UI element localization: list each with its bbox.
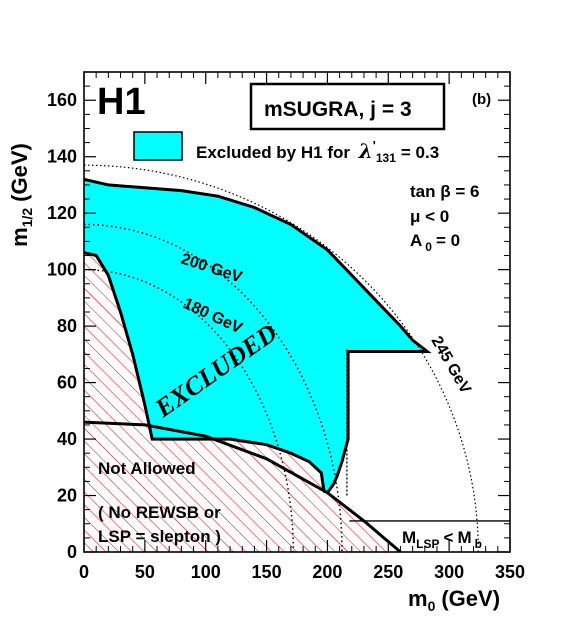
x-tick-label: 150 <box>252 562 282 582</box>
y-tick-label: 80 <box>57 316 77 336</box>
contour-245-gev <box>84 164 479 552</box>
h1-logo: H1 <box>97 81 146 123</box>
y-tick-label: 20 <box>57 486 77 506</box>
mlsp-lt: < <box>444 528 454 547</box>
legend-swatch <box>133 131 183 161</box>
mlsp-main: M <box>402 528 416 547</box>
y-tick-label: 120 <box>47 203 77 223</box>
y-tick-label: 140 <box>47 147 77 167</box>
y-tick-label: 0 <box>67 542 77 562</box>
not-allowed-boundary <box>84 251 327 494</box>
mlsp-main2: M <box>457 528 471 547</box>
y-axis-title-main: m <box>7 227 32 247</box>
no-rewsb-line2: LSP = slepton ) <box>98 527 221 546</box>
legend-lambda: λ <box>358 139 373 163</box>
legend-label: Excluded by H1 for λ'131 = 0.3 <box>196 138 439 165</box>
x-tick-label: 100 <box>191 562 221 582</box>
param-tanb: tan β = 6 <box>410 182 479 201</box>
excluded-boundary <box>84 177 432 494</box>
y-tick-label: 100 <box>47 260 77 280</box>
y-axis-title-sub: 1/2 <box>19 208 35 228</box>
x-tick-label: 200 <box>312 562 342 582</box>
contour-label-245: 245 GeV <box>428 334 474 397</box>
model-box <box>249 82 446 131</box>
param-a0: A 0 = 0 <box>410 231 460 254</box>
y-tick-label: 60 <box>57 373 77 393</box>
x-tick-label: 0 <box>79 562 89 582</box>
legend-label-prefix: Excluded by H1 for <box>196 143 350 162</box>
legend-lambda-sub: 131 <box>376 151 396 165</box>
model-box-label: mSUGRA, j = 3 <box>264 98 412 121</box>
param-a0-sub: 0 <box>425 240 432 254</box>
x-axis-title-unit: (GeV) <box>441 586 500 611</box>
param-mu: μ < 0 <box>410 207 449 226</box>
legend-label-suffix: = 0.3 <box>401 143 439 162</box>
x-axis-title: m0 (GeV) <box>408 586 500 614</box>
x-tick-label: 50 <box>135 562 155 582</box>
y-tick-label: 160 <box>47 90 77 110</box>
y-tick-label: 40 <box>57 429 77 449</box>
not-allowed-label: Not Allowed <box>98 459 196 478</box>
mlsp-sub: LSP <box>416 537 439 551</box>
mlsp-sub2: b <box>475 537 482 551</box>
x-axis-title-sub: 0 <box>428 598 436 614</box>
axis-ticks: 0 50 100 150 200 250 300 350 0 20 40 60 80 100 120 140 1… <box>47 71 525 582</box>
legend-lambda-prime: ' <box>373 138 376 153</box>
x-axis-title-main: m <box>408 586 428 611</box>
x-tick-label: 350 <box>495 562 525 582</box>
region-boundaries <box>84 177 510 552</box>
param-a0-value: = 0 <box>436 231 460 250</box>
contour-180-gev <box>84 268 295 552</box>
param-a0-main: A <box>410 231 422 250</box>
x-tick-label: 300 <box>434 562 464 582</box>
no-rewsb-line1: ( No REWSB or <box>98 503 221 522</box>
panel-tag: (b) <box>472 91 491 108</box>
excluded-region <box>84 179 428 493</box>
y-axis-title-unit: (GeV) <box>7 143 32 202</box>
x-tick-label: 250 <box>373 562 403 582</box>
y-axis-title: m1/2 (GeV) <box>7 143 35 247</box>
